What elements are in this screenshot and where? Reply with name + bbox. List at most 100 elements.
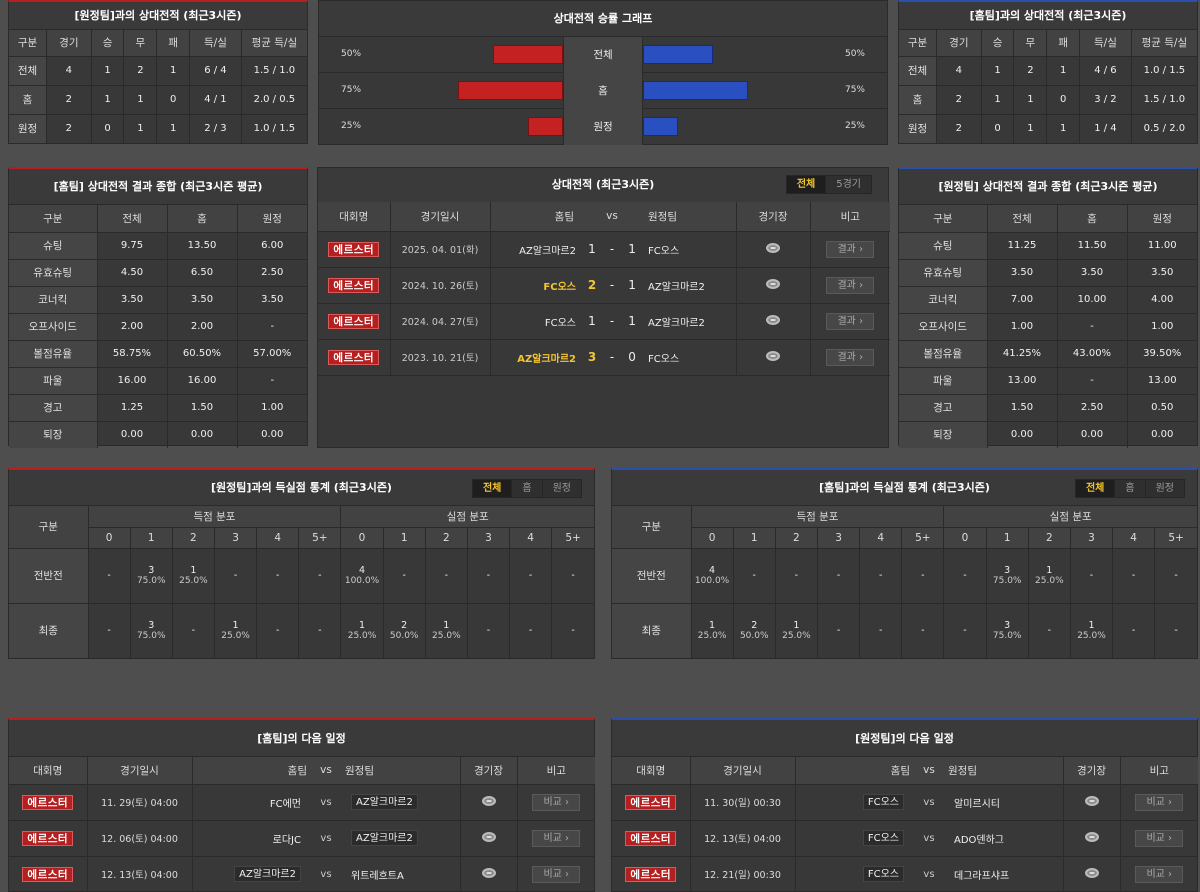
winrate-title: 상대전적 승률 그래프 (319, 1, 887, 37)
stadium-icon[interactable] (1084, 867, 1099, 878)
note-cell: 비교 › (517, 856, 595, 892)
venue-cell (736, 303, 811, 340)
result-button[interactable]: 결과 › (826, 348, 875, 366)
table-row: 경고 1.25 1.50 1.00 (9, 394, 307, 422)
away-team-name[interactable]: 알미르시티 (954, 798, 1000, 810)
home-team-name[interactable]: 로다JC (272, 834, 301, 846)
stadium-icon[interactable] (481, 867, 496, 878)
compare-button[interactable]: 비교 › (532, 829, 581, 847)
cell-text: 13.50 (187, 240, 217, 251)
dist-cell: - (88, 548, 131, 604)
col-header-text: 원정팀 (345, 764, 374, 777)
away-team-name[interactable]: AZ알크마르2 (351, 830, 418, 846)
away-team-name[interactable]: AZ알크마르2 (648, 281, 705, 293)
result-button[interactable]: 결과 › (826, 276, 875, 294)
date-cell: 2024. 04. 27(토) (390, 303, 491, 340)
league-badge[interactable]: 에르스터 (328, 241, 380, 257)
tab-all[interactable]: 전체 (1075, 480, 1115, 497)
tab-option[interactable]: 원정 (1144, 480, 1184, 497)
compare-button[interactable]: 비교 › (532, 865, 581, 883)
tab-option[interactable]: 홈 (1114, 480, 1145, 497)
home-team-name[interactable]: FC오스 (544, 317, 576, 329)
tab-all[interactable]: 전체 (786, 176, 826, 193)
cell-text: 2.00 (120, 321, 144, 332)
compare-button[interactable]: 비교 › (1135, 793, 1184, 811)
away-team-name[interactable]: FC오스 (648, 245, 680, 257)
goal-col-text: 0 (105, 531, 113, 544)
stadium-icon[interactable] (1084, 795, 1099, 806)
stadium-icon[interactable] (766, 242, 781, 253)
home-h2h-title: [홈팀]과의 상대전적 (최근3시즌) (899, 2, 1197, 30)
away-team-name[interactable]: 위트레흐트A (351, 870, 404, 882)
away-team-name[interactable]: AZ알크마르2 (351, 794, 418, 810)
league-badge[interactable]: 에르스터 (22, 866, 74, 882)
dist-pct: 25.0% (221, 630, 250, 641)
league-badge[interactable]: 에르스터 (625, 866, 677, 882)
col-header-text: 구분 (641, 521, 661, 534)
match-row: 에르스터 12. 13(토) 04:00 FC오스 vs ADO덴하그 비교 › (612, 820, 1198, 857)
dist-count: - (1131, 569, 1136, 581)
home-team-name[interactable]: FC오스 (862, 830, 904, 846)
row-label: 원정 (899, 114, 938, 143)
stadium-icon[interactable] (481, 831, 496, 842)
tab-option[interactable]: 원정 (541, 480, 581, 497)
match-row: 에르스터 2023. 10. 21(토) AZ알크마르2 3 - 0 FC오스 … (318, 339, 891, 376)
score-sep: - (604, 303, 620, 340)
home-team-name[interactable]: FC오스 (543, 281, 576, 293)
home-team-name[interactable]: FC에먼 (269, 798, 301, 810)
away-team-name[interactable]: AZ알크마르2 (648, 317, 705, 329)
table-cell: 60.50% (167, 340, 238, 368)
stadium-icon[interactable] (766, 278, 781, 289)
cell-text: 슈팅 (933, 240, 953, 252)
table-cell: 1 (156, 114, 191, 143)
away-team-name[interactable]: 데그라프샤프 (954, 870, 1010, 882)
league-badge[interactable]: 에르스터 (328, 313, 380, 329)
home-team-name[interactable]: AZ알크마르2 (519, 245, 576, 257)
cell-text: 3.50 (1151, 267, 1174, 278)
tab-option[interactable]: 5경기 (825, 176, 871, 193)
table-cell: 0 (981, 114, 1015, 143)
stadium-icon[interactable] (481, 795, 496, 806)
home-team-name[interactable]: AZ알크마르2 (234, 866, 301, 883)
tab-all[interactable]: 전체 (472, 480, 512, 497)
league-badge[interactable]: 에르스터 (22, 830, 74, 846)
match-date: 2024. 10. 26(토) (401, 281, 479, 292)
away-score: 1 (628, 242, 636, 256)
cell-text: 1 (104, 65, 111, 76)
goal-col-header: 4 (1112, 527, 1156, 549)
compare-button[interactable]: 비교 › (1135, 829, 1184, 847)
league-badge[interactable]: 에르스터 (22, 794, 74, 810)
dist-count: - (233, 569, 238, 581)
venue-cell (1063, 820, 1121, 857)
stadium-icon[interactable] (1084, 831, 1099, 842)
result-button[interactable]: 결과 › (826, 312, 875, 330)
cell-text: 2 (1027, 65, 1034, 76)
chevron-right-icon: › (1168, 832, 1173, 844)
col-header-text: vs (606, 210, 618, 223)
league-badge[interactable]: 에르스터 (625, 794, 677, 810)
goal-col-text: 1 (147, 531, 155, 544)
dist-cell: 4 100.0% (340, 548, 384, 604)
goal-col-header: 0 (691, 527, 734, 549)
home-team-name[interactable]: FC오스 (862, 866, 904, 883)
stadium-icon[interactable] (766, 314, 781, 325)
tab-option[interactable]: 홈 (511, 480, 542, 497)
league-badge[interactable]: 에르스터 (625, 830, 677, 846)
table-row: 코너킥 7.00 10.00 4.00 (899, 286, 1197, 314)
compare-button[interactable]: 비교 › (532, 793, 581, 811)
table-cell: 41.25% (987, 340, 1058, 368)
cell-text: 9.75 (120, 240, 144, 251)
home-team-name[interactable]: AZ알크마르2 (517, 353, 576, 365)
chevron-right-icon: › (1168, 796, 1173, 808)
league-badge[interactable]: 에르스터 (328, 277, 380, 293)
dist-count: - (963, 569, 967, 581)
compare-button[interactable]: 비교 › (1135, 865, 1184, 883)
away-team-name[interactable]: FC오스 (648, 353, 680, 365)
stadium-icon[interactable] (766, 350, 781, 361)
table-row: 유효슈팅 4.50 6.50 2.50 (9, 259, 307, 287)
table-cell: 4 / 6 (1079, 56, 1132, 86)
result-button[interactable]: 결과 › (826, 240, 875, 258)
home-team-name[interactable]: FC오스 (862, 794, 904, 810)
away-team-name[interactable]: ADO덴하그 (954, 834, 1005, 846)
league-badge[interactable]: 에르스터 (328, 349, 380, 365)
